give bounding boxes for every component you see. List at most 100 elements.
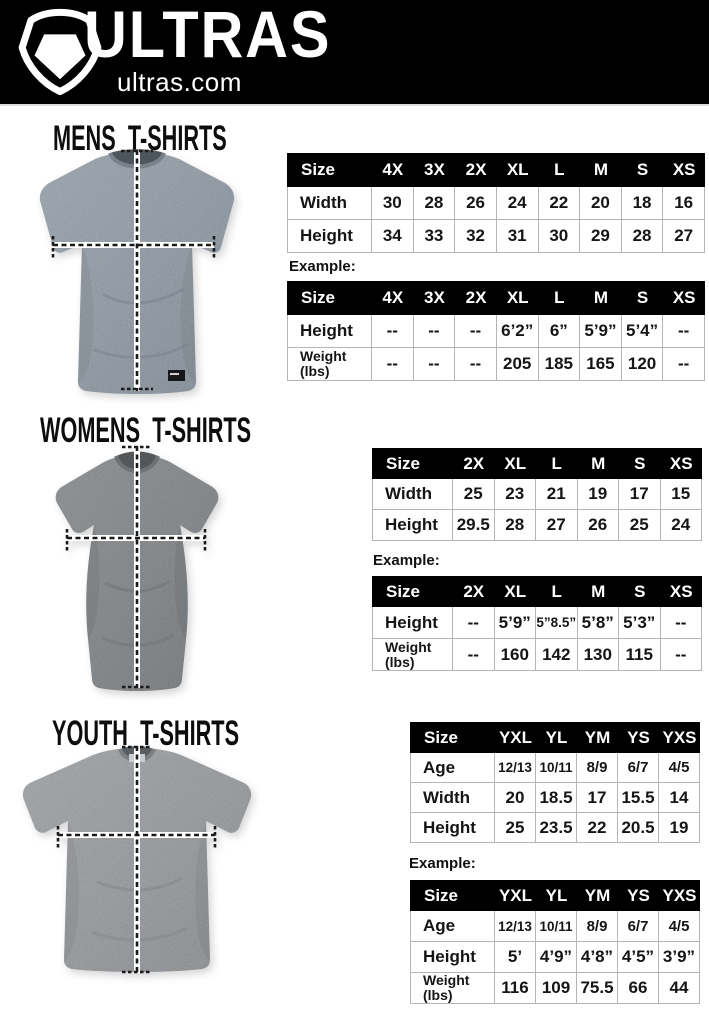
row-label-weight: Weight (lbs) — [287, 348, 372, 381]
cell: 5’ — [495, 942, 536, 973]
row-label-weight: Weight (lbs) — [410, 973, 495, 1004]
column-header-yl: YL — [536, 722, 577, 753]
youth-tshirt-image — [22, 745, 252, 974]
cell: 21 — [536, 479, 578, 510]
mens-example-table: Size 4X 3X 2X XL L M S XS Height -- -- -- 6’2” 6” 5’9” 5… — [287, 281, 705, 381]
column-header-3x: 3X — [413, 153, 456, 187]
column-header-ym: YM — [577, 722, 618, 753]
womens-tshirt-image — [55, 445, 219, 691]
row-label-height: Height — [372, 510, 453, 541]
cell: 18.5 — [536, 783, 577, 813]
cell: 4’5” — [618, 942, 659, 973]
column-header-2x: 2X — [453, 576, 495, 607]
cell: 31 — [496, 220, 539, 253]
cell: 10/11 — [536, 911, 577, 942]
cell: 32 — [455, 220, 497, 253]
cell: 27 — [536, 510, 578, 541]
column-header-yxs: YXS — [659, 880, 700, 911]
cell: 14 — [659, 783, 700, 813]
column-header-3x: 3X — [413, 281, 456, 315]
column-header-size: Size — [410, 722, 495, 753]
cell: 6” — [538, 315, 581, 348]
cell: 17 — [577, 783, 618, 813]
cell: 5’8” — [577, 607, 619, 639]
cell: -- — [660, 639, 702, 671]
cell: 24 — [660, 510, 702, 541]
cell: 5”8.5” — [536, 607, 578, 639]
row-label-height: Height — [410, 942, 495, 973]
column-header-size: Size — [287, 153, 372, 187]
column-header-xs: XS — [663, 281, 705, 315]
cell: 5’9” — [580, 315, 622, 348]
cell: 19 — [659, 813, 700, 843]
cell: 205 — [496, 348, 539, 381]
cell: 24 — [496, 187, 539, 220]
cell: 23.5 — [536, 813, 577, 843]
column-header-2x: 2X — [455, 153, 497, 187]
cell: 10/11 — [536, 753, 577, 783]
cell: 25 — [495, 813, 536, 843]
cell: 18 — [621, 187, 664, 220]
pentagon-badge-icon — [18, 8, 102, 96]
cell: 4’9” — [536, 942, 577, 973]
mens-tshirt-image — [39, 149, 235, 394]
cell: -- — [413, 315, 456, 348]
cell: -- — [455, 348, 497, 381]
cell: 5’9” — [494, 607, 536, 639]
cell: 8/9 — [577, 911, 618, 942]
youth-size-table: Size YXL YL YM YS YXS Age 12/13 10/11 8/9 6/7 4/5 Wi… — [410, 722, 700, 843]
column-header-m: M — [580, 153, 622, 187]
example-label-mens: Example: — [289, 258, 356, 275]
youth-example-table: Size YXL YL YM YS YXS Age 12/13 10/11 8/9 6/7 4/5 He… — [410, 880, 700, 1004]
column-header-xs: XS — [660, 576, 702, 607]
row-label-width: Width — [410, 783, 495, 813]
column-header-xs: XS — [660, 448, 702, 479]
column-header-l: L — [536, 448, 578, 479]
column-header-xl: XL — [494, 448, 536, 479]
cell: 75.5 — [577, 973, 618, 1004]
cell: 5’4” — [621, 315, 664, 348]
cell: 130 — [577, 639, 619, 671]
column-header-l: L — [538, 153, 581, 187]
womens-example-table: Size 2X XL L M S XS Height -- 5’9” 5”8.5” 5’8” 5’3” -… — [372, 576, 702, 671]
section-title-womens: WOMENS T-SHIRTS — [40, 411, 252, 450]
column-header-s: S — [619, 448, 661, 479]
cell: 25 — [619, 510, 661, 541]
cell: 17 — [619, 479, 661, 510]
cell: 26 — [577, 510, 619, 541]
column-header-ys: YS — [618, 722, 659, 753]
row-label-height: Height — [287, 315, 372, 348]
measurement-lines — [56, 745, 217, 974]
example-label-youth: Example: — [409, 855, 476, 872]
cell: 15 — [660, 479, 702, 510]
cell: 44 — [659, 973, 700, 1004]
cell: 120 — [621, 348, 664, 381]
cell: 28 — [413, 187, 456, 220]
cell: 23 — [494, 479, 536, 510]
section-title-youth: YOUTH T-SHIRTS — [52, 714, 240, 753]
cell: -- — [453, 607, 495, 639]
cell: 3’9” — [659, 942, 700, 973]
column-header-yxs: YXS — [659, 722, 700, 753]
column-header-yl: YL — [536, 880, 577, 911]
cell: 160 — [494, 639, 536, 671]
cell: 22 — [577, 813, 618, 843]
column-header-m: M — [577, 576, 619, 607]
column-header-yxl: YXL — [495, 722, 536, 753]
row-label-weight: Weight (lbs) — [372, 639, 453, 671]
column-header-4x: 4X — [372, 153, 414, 187]
column-header-xl: XL — [494, 576, 536, 607]
column-header-size: Size — [372, 448, 453, 479]
cell: 165 — [580, 348, 622, 381]
brand-tag — [168, 370, 185, 381]
measurement-lines — [51, 149, 216, 391]
cell: 34 — [372, 220, 414, 253]
cell: 15.5 — [618, 783, 659, 813]
cell: -- — [372, 348, 414, 381]
cell: 26 — [455, 187, 497, 220]
cell: 29 — [580, 220, 622, 253]
cell: 30 — [372, 187, 414, 220]
cell: -- — [413, 348, 456, 381]
row-label-width: Width — [287, 187, 372, 220]
column-header-2x: 2X — [453, 448, 495, 479]
